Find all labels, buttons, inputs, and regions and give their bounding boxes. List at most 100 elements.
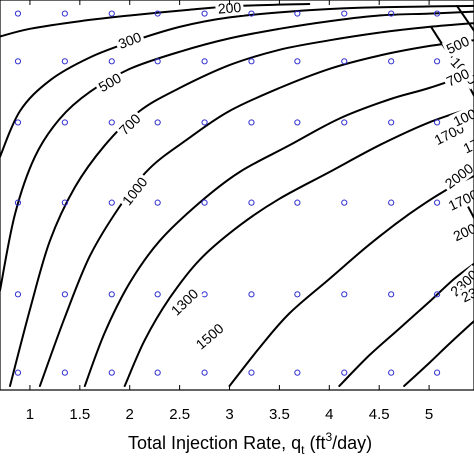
edge-contour-label: 17 [461,135,474,156]
sample-point [154,119,161,126]
contour-label-group: 1000 [117,172,153,211]
x-axis-title-unit-close: /day) [332,433,372,453]
contour-line [338,262,474,387]
sample-points [14,10,441,376]
sample-point [61,10,68,17]
x-tick-label: 5 [425,406,433,423]
contour-line [83,71,474,387]
x-tick-label: 2 [126,406,134,423]
x-tick-label: 2.5 [169,406,190,423]
contour-label: 300 [116,29,144,52]
edge-contour-label-group: 17 [458,134,474,158]
contour-line [403,320,474,387]
sample-point [14,58,22,65]
sample-point [108,199,115,206]
contour-line [228,174,474,387]
edge-contour-label-background [441,64,474,91]
contour-label-background [117,172,153,211]
sample-point [433,58,441,65]
sample-point [61,119,68,126]
sample-point [294,199,301,206]
contour-label-background [93,68,126,97]
sample-point [294,119,301,126]
sample-point [341,58,348,65]
sample-point [248,119,255,126]
sample-point [388,10,395,17]
sample-point [201,58,208,65]
sample-point [294,58,301,65]
x-axis-title: Total Injection Rate, qt (ft3/day) [128,430,372,457]
x-axis-ticks: 1 1.5 2 2.5 3 3.5 4 4.5 5 [26,0,433,423]
x-tick-label: 4 [325,406,333,423]
x-axis-title-unit-open: (ft [304,433,325,453]
sample-point [433,199,441,206]
edge-contour-label-background [441,31,474,58]
sample-point [294,369,301,376]
contour-label-background [445,264,474,301]
sample-point [154,10,161,17]
contour-label-background [190,318,229,355]
sample-point [248,199,255,206]
sample-point [341,199,348,206]
contour-label-group: 300 [113,27,146,53]
x-tick-label: 1 [26,406,34,423]
contour-label-background [166,283,204,321]
sample-point [248,58,255,65]
sample-point [201,369,208,376]
sample-point [108,291,115,298]
contour-label-group: 1500 [190,318,229,355]
contour-lines [0,3,474,387]
sample-point [201,291,208,298]
sample-point [14,369,22,376]
contour-label: 200 [217,0,242,17]
x-tick-label: 3 [225,406,233,423]
sample-point [388,58,395,65]
sample-point [61,199,68,206]
sample-point [341,119,348,126]
edge-contour-label-background [458,134,474,158]
sample-point [294,10,301,17]
contour-label-group: 1300 [166,283,204,321]
sample-point [388,199,395,206]
sample-point [108,119,115,126]
x-tick-label: 1.5 [69,406,90,423]
sample-point [154,369,161,376]
sample-point [294,291,301,298]
contour-label-background [114,108,146,140]
sample-point [154,58,161,65]
contour-line [9,22,474,387]
contour-line [0,10,474,292]
sample-point [388,369,395,376]
contour-line [0,4,474,158]
contour-label-group: 200 [214,0,245,17]
sample-point [341,10,348,17]
sample-point [341,291,348,298]
contour-line [123,106,474,387]
sample-point [154,291,161,298]
edge-contour-label-background [448,104,474,131]
sample-point [388,291,395,298]
sample-point [248,369,255,376]
sample-point [341,369,348,376]
edge-contour-label-background [456,283,474,307]
edge-contour-label-group: 200 [448,218,474,246]
sample-point [14,119,22,126]
sample-point [14,10,22,17]
sample-point [201,199,208,206]
edge-contour-label-background [448,218,474,246]
sample-point [248,10,255,17]
contour-label-background [113,27,146,53]
x-axis-title-superscript: 3 [325,430,332,444]
contour-label-background [214,0,245,17]
edge-contour-label-group: 23 [456,283,474,307]
sample-point [61,291,68,298]
plot-frame [0,0,474,391]
sample-point [14,199,22,206]
contour-labels: 2003005007001000130015001700200023001000… [93,0,474,355]
contour-label-background [439,158,474,194]
sample-point [14,291,22,298]
x-tick-label: 4.5 [369,406,390,423]
sample-point [433,291,441,298]
contour-line [38,39,474,387]
